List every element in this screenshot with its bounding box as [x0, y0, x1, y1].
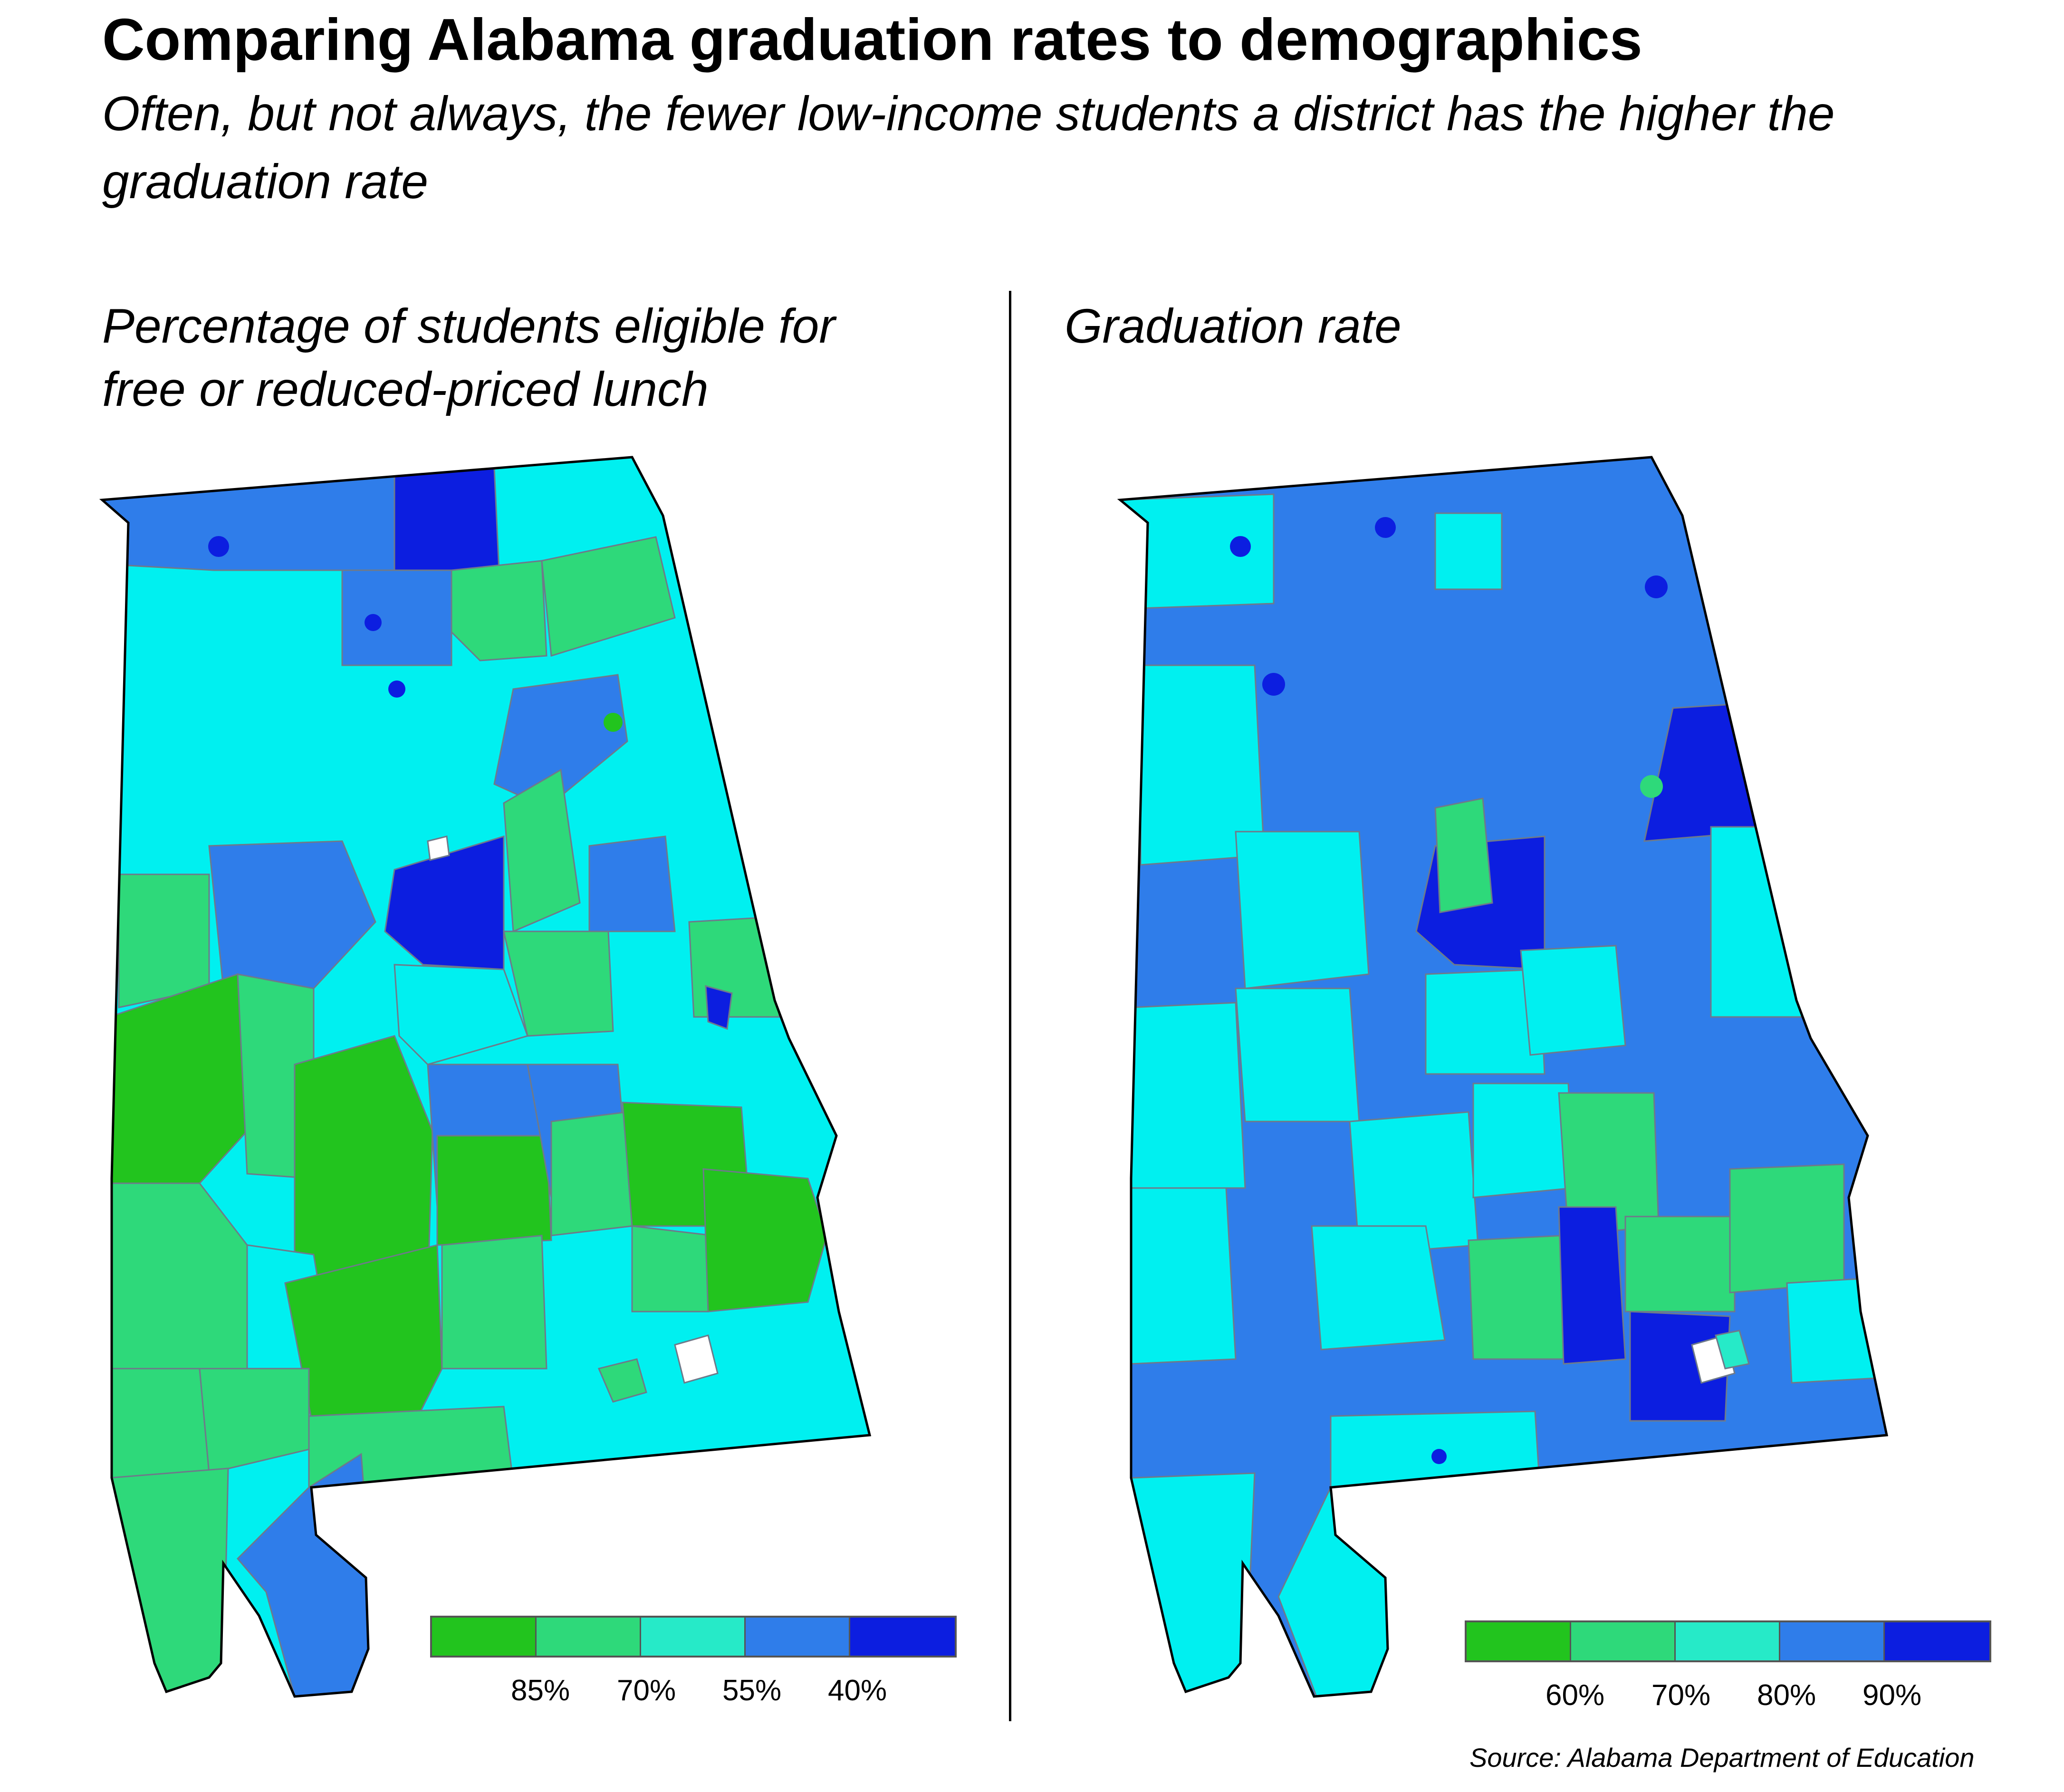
right-legend	[1465, 1620, 1991, 1662]
left-district-dot-3	[388, 680, 405, 698]
left-map-title: Percentage of students eligible for free…	[102, 299, 835, 416]
panel-divider	[1009, 291, 1011, 1721]
right-legend-swatch-4	[1780, 1622, 1885, 1660]
right-district-dot-6	[1431, 1449, 1447, 1464]
right-legend-label-1: 60%	[1546, 1679, 1605, 1712]
right-county-bham	[1434, 797, 1493, 913]
right-county-madison	[1434, 512, 1503, 590]
right-legend-label-3: 80%	[1757, 1679, 1816, 1712]
left-legend-swatch-1	[432, 1618, 537, 1656]
left-county-north-2	[341, 569, 452, 666]
chart-title: Comparing Alabama graduation rates to de…	[102, 7, 1642, 73]
right-district-dot-1	[1230, 536, 1251, 557]
left-district-white-dothan	[674, 1334, 719, 1384]
left-county-butler	[441, 1235, 547, 1370]
left-county-northeast	[451, 560, 547, 661]
right-county-tuscaloosa	[1235, 987, 1360, 1122]
right-county-barbour	[1729, 1163, 1845, 1294]
left-district-dark	[705, 985, 733, 1030]
left-county-shelby	[503, 768, 581, 933]
right-district-dot-5	[1640, 775, 1663, 798]
left-legend-swatch-3	[641, 1618, 746, 1656]
left-district-dot-4	[604, 713, 623, 732]
right-county-mobile	[1130, 1472, 1256, 1693]
left-county-talladega	[503, 930, 614, 1037]
right-legend-swatch-2	[1571, 1622, 1676, 1660]
right-county-tallapoosa	[1520, 945, 1626, 1056]
right-county-escambia	[1330, 1410, 1541, 1488]
left-county-chilton	[394, 964, 528, 1065]
right-legend-swatch-5	[1885, 1622, 1989, 1660]
right-legend-label-4: 90%	[1862, 1679, 1922, 1712]
right-legend-swatch-3	[1676, 1622, 1780, 1660]
left-county-west-central	[208, 840, 376, 989]
left-legend	[430, 1616, 957, 1658]
right-county-sumter	[1130, 1187, 1237, 1365]
right-district-dot-4	[1645, 575, 1668, 598]
right-county-coffee	[1629, 1311, 1731, 1422]
right-district-dot-2	[1375, 517, 1396, 538]
right-county-pickens	[1130, 1002, 1246, 1189]
right-district-dot-3	[1262, 673, 1285, 696]
left-county-macon	[550, 1111, 633, 1236]
right-county-crenshaw	[1558, 1206, 1626, 1365]
left-county-clarke	[108, 1368, 210, 1479]
left-legend-swatch-2	[537, 1618, 641, 1656]
left-county-mobile	[108, 1467, 229, 1693]
left-legend-swatch-4	[746, 1618, 850, 1656]
left-county-lowndes	[436, 1135, 552, 1246]
left-district-dot-2	[365, 614, 382, 631]
left-district-white-bham	[427, 835, 450, 861]
left-district-dot-1	[208, 536, 229, 557]
chart-subtitle: Often, but not always, the fewer low-inc…	[102, 86, 1835, 209]
left-legend-label-4: 40%	[828, 1674, 887, 1707]
left-county-northeast-2	[541, 536, 676, 657]
right-district-aqua	[1715, 1330, 1750, 1370]
right-map-title: Graduation rate	[1065, 299, 1402, 353]
left-legend-swatch-5	[850, 1618, 955, 1656]
left-legend-label-1: 85%	[511, 1674, 570, 1707]
right-county-coosa	[1425, 968, 1546, 1075]
left-legend-label-3: 55%	[722, 1674, 782, 1707]
left-county-jackson	[493, 674, 628, 809]
right-county-autauga	[1472, 1083, 1574, 1198]
source-note: Source: Alabama Department of Education	[1469, 1743, 1975, 1773]
right-legend-label-2: 70%	[1651, 1679, 1711, 1712]
right-county-randolph	[1710, 826, 1807, 1018]
right-county-pike	[1624, 1216, 1736, 1313]
right-county-butler	[1468, 1235, 1569, 1360]
left-county-small	[597, 1358, 647, 1403]
right-legend-swatch-1	[1467, 1622, 1571, 1660]
right-county-wilcox	[1311, 1225, 1446, 1351]
left-county-barbour	[702, 1168, 828, 1313]
left-county-etowah	[588, 835, 676, 932]
right-county-lauderdale	[1120, 493, 1275, 609]
right-county-walker	[1235, 831, 1370, 989]
left-legend-label-2: 70%	[617, 1674, 676, 1707]
left-county-pike	[631, 1225, 714, 1313]
